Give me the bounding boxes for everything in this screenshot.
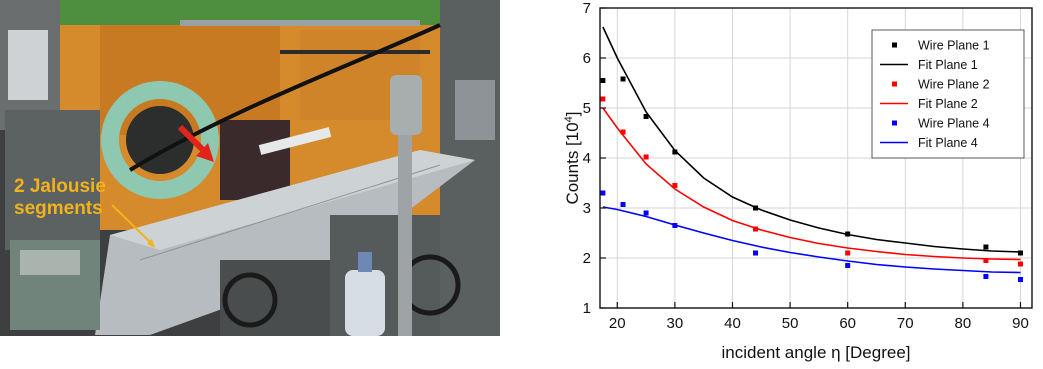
- data-point: [1017, 261, 1023, 267]
- y-tick-labels: 1 2 3 4 5 6 7: [583, 0, 591, 317]
- data-point: [620, 129, 626, 135]
- photo-label-line1: 2 Jalousie: [14, 176, 106, 197]
- data-point: [845, 250, 851, 256]
- legend-entry-label: Fit Plane 4: [918, 136, 978, 150]
- data-point: [600, 96, 606, 102]
- data-point: [620, 202, 626, 207]
- legend-entry-label: Fit Plane 1: [918, 58, 978, 72]
- data-point: [672, 149, 678, 155]
- data-point: [1017, 277, 1023, 282]
- legend-entry-label: Wire Plane 1: [918, 39, 990, 53]
- legend-box: [871, 29, 1025, 159]
- x-tick-label: 30: [667, 315, 684, 332]
- y-tick-label: 6: [583, 50, 591, 67]
- data-point: [845, 263, 851, 268]
- data-points: [600, 76, 1023, 282]
- x-tick-label: 20: [609, 315, 626, 332]
- x-tick-label: 70: [897, 315, 914, 332]
- fit-line-3: [602, 107, 1021, 261]
- fit-lines: [602, 26, 1021, 274]
- y-tick-label: 5: [583, 100, 591, 117]
- legend-entry-label: Wire Plane 2: [918, 78, 990, 92]
- legend-swatch: [892, 120, 897, 126]
- data-point: [1017, 250, 1023, 256]
- legend-swatch: [892, 81, 897, 87]
- data-point: [983, 258, 989, 263]
- data-point: [845, 231, 851, 237]
- photo-label-line2: segments: [14, 198, 103, 219]
- data-point: [643, 210, 649, 216]
- x-tick-label: 90: [1012, 315, 1029, 332]
- legend-swatch: [892, 42, 897, 48]
- data-point: [643, 114, 649, 119]
- y-tick-label: 4: [583, 150, 591, 167]
- x-axis-title: incident angle η [Degree]: [721, 343, 910, 362]
- data-point: [600, 190, 606, 196]
- data-point: [620, 76, 626, 82]
- y-axis-title-close: ]: [563, 111, 582, 116]
- x-tick-label: 40: [724, 315, 741, 332]
- data-point: [672, 223, 678, 228]
- data-point: [753, 226, 759, 232]
- data-point: [753, 250, 759, 256]
- data-point: [600, 78, 606, 83]
- tick-marks: [600, 7, 1022, 309]
- data-point: [753, 205, 759, 211]
- y-tick-label: 1: [583, 300, 591, 317]
- counts-vs-angle-chart: 20 30 40 50 60 70 80 90 1 2 3 4 5 6 7 incident angle …: [563, 0, 1033, 362]
- detector-setup-photo: 2 Jalousie segments: [0, 0, 500, 336]
- x-tick-label: 60: [839, 315, 856, 332]
- y-axis-title-exponent: 4: [563, 116, 575, 122]
- x-tick-label: 50: [782, 315, 799, 332]
- y-tick-label: 3: [583, 200, 591, 217]
- legend: Wire Plane 1 Fit Plane 1 Wire Plane 2 Fit P…: [871, 29, 1025, 159]
- legend-entry-label: Fit Plane 2: [918, 97, 978, 111]
- y-tick-label: 2: [583, 250, 591, 267]
- x-tick-label: 80: [955, 315, 972, 332]
- data-point: [672, 183, 678, 188]
- x-tick-labels: 20 30 40 50 60 70 80 90: [609, 315, 1029, 332]
- legend-entry-label: Wire Plane 4: [918, 117, 990, 131]
- y-axis-title: Counts [104]: [563, 111, 582, 204]
- data-point: [643, 154, 649, 160]
- y-axis-title-main: Counts [10: [563, 122, 582, 204]
- data-point: [983, 274, 989, 279]
- y-tick-label: 7: [583, 0, 591, 17]
- data-point: [983, 244, 989, 250]
- fit-line-1: [602, 26, 1021, 253]
- fit-line-5: [602, 206, 1021, 274]
